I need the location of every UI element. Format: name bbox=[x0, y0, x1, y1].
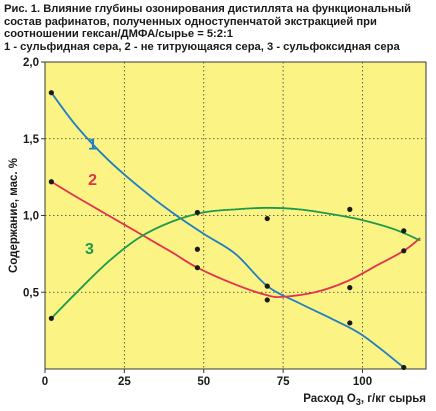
x-axis-title: Расход O3, г/кг сырья bbox=[303, 393, 426, 407]
x-tick-label-1: 25 bbox=[118, 376, 131, 388]
y-tick-label-0: 0,5 bbox=[23, 287, 40, 299]
curve-label-2: 2 bbox=[88, 172, 97, 189]
y-tick-label-1: 1,0 bbox=[23, 211, 39, 223]
curve-labels: 1 2 3 bbox=[85, 136, 97, 257]
x-tick-label-2: 50 bbox=[197, 376, 210, 388]
curve-3 bbox=[50, 206, 421, 320]
y-axis-title: Содержание, мас. % bbox=[8, 158, 20, 273]
caption-line-2: состав рафинатов, полученных одноступенч… bbox=[4, 15, 377, 28]
data-point-1-0 bbox=[48, 90, 54, 96]
data-points bbox=[48, 90, 407, 371]
x-axis-title-tail: , г/кг сырья bbox=[361, 393, 426, 405]
data-point-2-3 bbox=[347, 320, 353, 326]
caption-line-1: Рис. 1. Влияние глубины озонирования дис… bbox=[4, 3, 412, 15]
data-point-2-0 bbox=[48, 179, 54, 185]
curve-1 bbox=[50, 91, 405, 369]
caption-line-4: 1 - сульфидная сера, 2 - не титрующаяся … bbox=[4, 40, 400, 53]
data-point-3-6 bbox=[401, 228, 407, 234]
y-tick-label-3: 2,0 bbox=[23, 57, 39, 69]
y-tick-label-2: 1,5 bbox=[23, 134, 40, 146]
x-axis-title-main: Расход O bbox=[303, 393, 356, 405]
data-point-3-1 bbox=[194, 209, 200, 216]
data-point-3-3 bbox=[264, 215, 270, 222]
data-point-2-1 bbox=[194, 265, 200, 271]
data-point-3-4 bbox=[347, 206, 353, 212]
data-point-1-1 bbox=[264, 283, 270, 289]
x-tick-label-4: 100 bbox=[353, 376, 372, 388]
curve-label-1: 1 bbox=[88, 136, 97, 153]
grid-lines bbox=[45, 62, 426, 369]
data-point-1-2 bbox=[401, 364, 407, 371]
data-point-2-4 bbox=[401, 248, 407, 254]
x-tick-label-3: 75 bbox=[277, 376, 290, 388]
figure-caption: Рис. 1. Влияние глубины озонирования дис… bbox=[4, 3, 434, 53]
curves bbox=[50, 91, 421, 369]
x-axis-ticks: 0 25 50 75 100 bbox=[42, 369, 372, 388]
data-point-2-2 bbox=[264, 297, 270, 303]
curve-label-3: 3 bbox=[85, 241, 94, 258]
curve-2 bbox=[50, 180, 421, 299]
x-axis-title-subscript: 3 bbox=[356, 397, 361, 407]
data-point-3-0 bbox=[48, 315, 54, 321]
data-point-3-2 bbox=[194, 246, 200, 252]
y-axis-ticks: 0,5 1,0 1,5 2,0 bbox=[23, 57, 45, 299]
caption-line-3: соотношении гексан/ДМФА/сырье = 5:2:1 bbox=[4, 28, 233, 41]
x-tick-label-0: 0 bbox=[42, 376, 48, 388]
data-point-3-5 bbox=[347, 285, 353, 291]
